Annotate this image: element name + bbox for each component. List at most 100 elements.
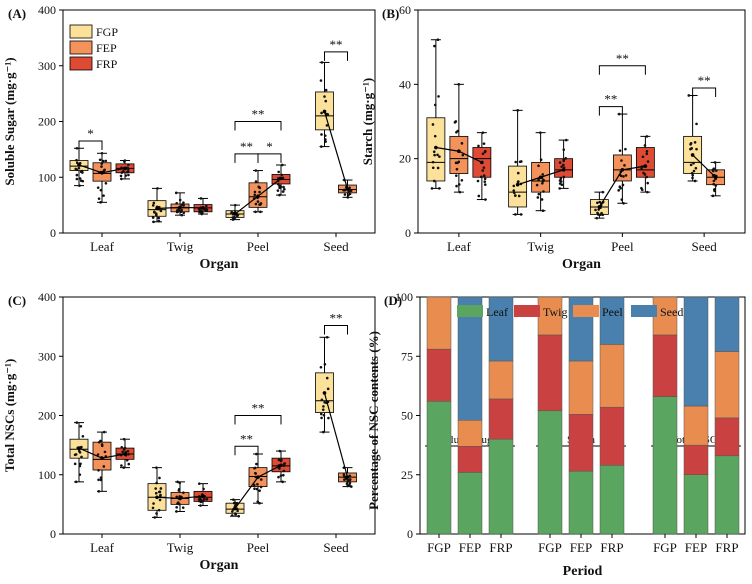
data-point-b: [643, 144, 647, 147]
data-point-a: [99, 188, 103, 192]
legend-label-fep: FEP: [96, 41, 117, 55]
data-point-c: [99, 439, 102, 443]
data-point-a: [259, 210, 262, 214]
data-point-a: [99, 201, 102, 204]
data-point-a: [100, 162, 104, 165]
data-point-b: [433, 103, 437, 107]
legend-label-twig: Twig: [543, 305, 568, 319]
data-point-b: [693, 141, 697, 144]
data-point-c: [258, 489, 261, 492]
data-point-b: [432, 150, 436, 154]
mean-point-b: [515, 182, 520, 187]
data-point-c: [158, 476, 161, 480]
data-point-c: [259, 478, 263, 481]
data-point-b: [558, 187, 561, 190]
data-point-c: [325, 335, 329, 339]
data-point-c: [158, 498, 162, 502]
data-point-c: [319, 412, 323, 416]
data-point-b: [646, 181, 649, 185]
data-point-a: [324, 140, 327, 143]
data-point-a: [324, 138, 327, 141]
data-point-c: [282, 469, 286, 473]
data-point-a: [119, 174, 123, 178]
data-point-b: [713, 189, 716, 193]
legend-label-frp: FRP: [96, 57, 118, 71]
data-point-b: [620, 198, 624, 201]
data-point-b: [512, 189, 516, 192]
data-point-c: [348, 474, 352, 478]
data-point-c: [126, 449, 130, 453]
data-point-b: [516, 180, 520, 184]
x-tick-label-d: FGP: [538, 540, 562, 555]
data-point-a: [282, 185, 285, 189]
data-point-a: [283, 188, 286, 191]
data-point-a: [155, 214, 158, 217]
mean-point-c: [345, 475, 350, 479]
bar-segment-starch-fgp-twig: [537, 334, 563, 412]
data-point-c: [77, 449, 81, 453]
data-point-b: [692, 161, 695, 165]
mean-point-b: [561, 168, 566, 172]
data-point-c: [155, 512, 158, 515]
data-point-b: [598, 200, 602, 204]
legend-swatch-leaf: [457, 305, 483, 317]
mean-point-c: [178, 496, 182, 501]
significance-bracket-c: [234, 445, 259, 456]
data-point-b: [455, 184, 458, 188]
mean-point-b: [713, 175, 718, 180]
bar-segment-starch-fep-peel: [568, 360, 594, 415]
data-point-a: [126, 166, 129, 169]
data-point-b: [692, 169, 696, 173]
data-point-c: [233, 512, 237, 515]
mean-point-a: [77, 163, 81, 167]
significance-label-a: **: [252, 107, 265, 122]
data-point-c: [122, 448, 126, 451]
data-point-c: [320, 398, 324, 402]
mean-point-b: [597, 205, 602, 209]
data-point-a: [347, 193, 350, 197]
y-tick-label-c: 200: [38, 409, 56, 423]
data-point-b: [454, 174, 458, 177]
data-point-c: [181, 506, 185, 510]
data-point-b: [646, 190, 649, 194]
data-point-b: [624, 147, 627, 151]
legend-label-leaf: Leaf: [486, 305, 508, 319]
data-point-a: [75, 173, 79, 177]
data-point-b: [622, 201, 625, 205]
data-point-b: [564, 157, 568, 160]
bar-segment-starch-frp-twig: [599, 406, 625, 466]
data-point-b: [476, 179, 480, 183]
data-point-b: [539, 131, 542, 134]
x-tick-label-b: Twig: [527, 239, 554, 254]
bar-segment-total-nscs-fgp-twig: [652, 334, 678, 397]
data-point-c: [232, 498, 235, 501]
data-point-c: [342, 473, 346, 477]
data-point-a: [319, 79, 323, 82]
data-point-b: [687, 94, 691, 97]
mean-point-c: [155, 495, 159, 500]
legend-swatch-fgp: [69, 24, 93, 39]
data-point-b: [482, 174, 486, 177]
data-point-b: [564, 138, 568, 142]
mean-line-c: [323, 392, 349, 478]
data-point-a: [182, 211, 186, 215]
x-tick-label-b: Seed: [691, 239, 717, 254]
data-point-a: [75, 146, 79, 150]
y-tick-label-d: 50: [401, 409, 413, 423]
data-point-b: [455, 167, 459, 171]
significance-bracket-a: [324, 51, 348, 61]
data-point-b: [617, 112, 621, 116]
mean-line-a: [323, 111, 349, 190]
data-point-a: [320, 61, 324, 64]
data-point-c: [322, 405, 325, 408]
x-tick-label-d: FRP: [715, 540, 738, 555]
data-point-c: [73, 453, 77, 457]
mean-point-a: [279, 176, 283, 181]
data-point-b: [517, 194, 521, 198]
x-axis-title-d: Period: [563, 564, 603, 579]
data-point-c: [122, 437, 126, 441]
x-tick-label-d: FEP: [685, 540, 707, 555]
data-point-a: [104, 159, 108, 163]
data-point-c: [277, 458, 281, 462]
data-point-c: [151, 506, 155, 510]
